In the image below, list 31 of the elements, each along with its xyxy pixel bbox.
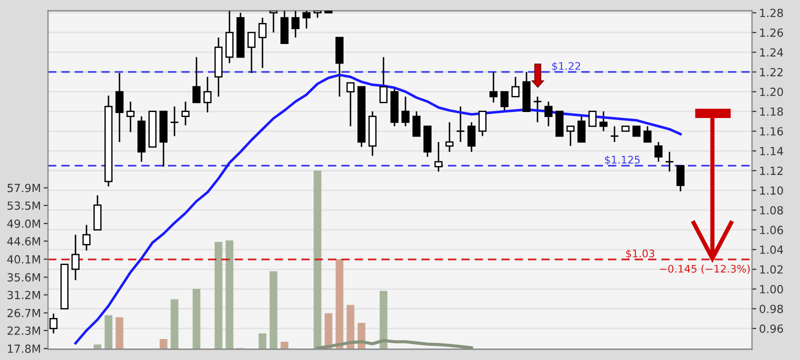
y-tick-label: 0.98 <box>760 304 783 314</box>
y2-tick-label: 53.5M <box>8 201 40 210</box>
y-tick-label: 1.06 <box>760 226 783 234</box>
y-tick-label: 1.20 <box>760 88 783 96</box>
y2-tick-label: 26.7M <box>8 308 40 318</box>
y-tick-label: 1.28 <box>760 8 783 18</box>
y-tick-label: 1.08 <box>760 206 783 214</box>
ref-line-label: $1.125 <box>605 156 640 166</box>
y2-tick-label: 40.1M <box>7 255 40 264</box>
y-tick-label: 1.18 <box>760 107 783 116</box>
y2-tick-label: 35.6M <box>8 273 40 282</box>
y2-tick-label: 17.8M <box>8 344 40 353</box>
y-tick-label: 1.00 <box>760 284 783 294</box>
y-tick-label: 1.22 <box>760 68 783 76</box>
y-tick-label: 1.14 <box>760 147 784 156</box>
y-tick-label: 1.16 <box>760 127 783 136</box>
y2-tick-label: 57.9M <box>8 184 40 192</box>
y2-tick-label: 22.3M <box>8 326 40 335</box>
y-tick-label: 1.12 <box>760 166 783 175</box>
y-tick-label: 1.10 <box>760 186 783 195</box>
y-tick-label: 1.24 <box>760 48 784 56</box>
ref-line-label: $1.03 <box>626 249 654 259</box>
y-tick-label: 0.96 <box>760 324 783 333</box>
y-tick-label: 1.26 <box>760 28 783 37</box>
y-tick-label: 1.02 <box>760 265 783 274</box>
y2-tick-label: 31.2M <box>8 290 40 300</box>
y-tick-label: 1.04 <box>760 246 784 254</box>
ref-line-label: $1.22 <box>552 62 580 72</box>
annotation: −0.145 (−12.3%) <box>660 264 750 274</box>
y2-tick-label: 49.0M <box>7 219 40 228</box>
y2-tick-label: 44.6M <box>7 237 40 246</box>
